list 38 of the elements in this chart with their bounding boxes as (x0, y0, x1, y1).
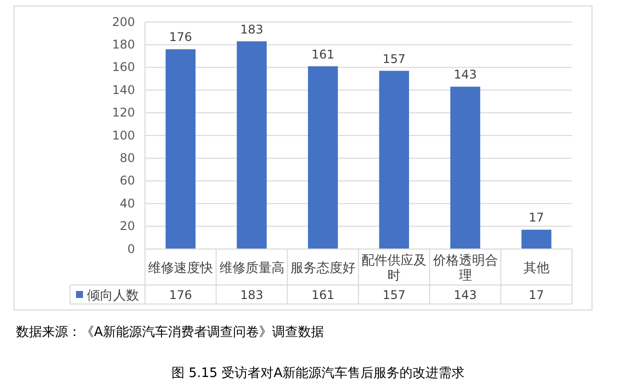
y-tick-label: 180 (112, 38, 135, 52)
text: 161 (311, 47, 334, 62)
y-tick-label: 100 (112, 128, 135, 142)
bar (521, 230, 552, 249)
x-tick-label: 维修质量高 (219, 260, 284, 276)
y-tick-label: 80 (120, 151, 135, 166)
data-label: 17 (528, 288, 544, 302)
data-label: 183 (240, 288, 264, 302)
data-label: 143 (454, 288, 477, 302)
y-tick-label: 40 (120, 196, 135, 210)
y-tick-label: 0 (127, 242, 135, 256)
caption: 图 5.15 受访者对A新能源汽车售后服务的改进需求 (171, 365, 465, 381)
bar (166, 49, 196, 249)
x-tick-label: 服务态度好 (290, 260, 356, 276)
data-label: 157 (382, 288, 406, 302)
legend-label: 倾向人数 (87, 288, 139, 304)
data-label: 161 (311, 288, 334, 302)
text: 176 (169, 30, 192, 44)
bar (236, 41, 267, 249)
text: 143 (454, 68, 477, 82)
x-tick-label: 配件供应及时 (362, 252, 427, 284)
bar (308, 66, 338, 249)
y-tick-label: 20 (120, 219, 135, 234)
y-tick-label: 140 (112, 82, 135, 97)
y-tick-label: 60 (120, 174, 135, 188)
x-tick-label: 其他 (523, 261, 550, 276)
source-note: 数据来源：《A新能源汽车消费者调查问卷》调查数据 (16, 325, 324, 340)
bar (379, 70, 410, 249)
text: 17 (528, 210, 544, 225)
x-tick-label: 维修速度快 (148, 260, 214, 276)
y-tick-label: 160 (112, 60, 135, 74)
x-tick-label: 价格透明合理 (432, 254, 498, 284)
bar (450, 86, 480, 249)
y-tick-label: 200 (112, 14, 135, 29)
text: 157 (382, 52, 406, 66)
text: 183 (240, 22, 264, 36)
data-label: 176 (169, 288, 192, 302)
y-tick-label: 120 (112, 106, 135, 120)
